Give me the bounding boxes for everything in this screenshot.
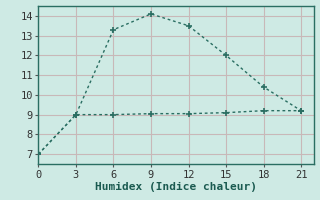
X-axis label: Humidex (Indice chaleur): Humidex (Indice chaleur) [95,182,257,192]
